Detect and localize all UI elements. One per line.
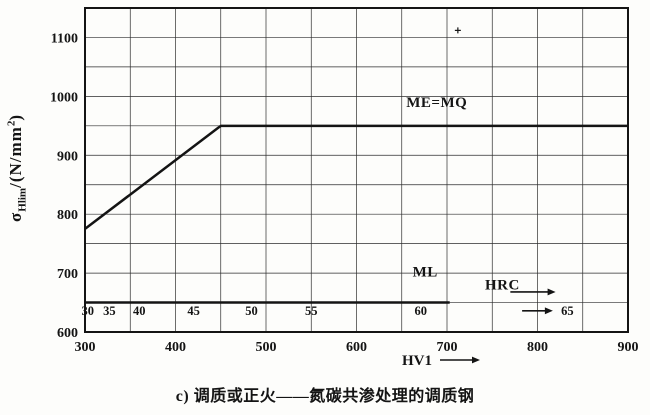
y-tick-label: 700 [57, 267, 78, 282]
x-tick-label: 300 [75, 340, 96, 355]
y-tick-label: 800 [57, 208, 78, 223]
ml-label: ML [413, 265, 438, 281]
hrc-value: 60 [415, 304, 428, 318]
chart-svg: 300 400 500 600 700 800 900 600 700 800 900 1000 110… [50, 7, 639, 369]
hrc-65-arrow-head [544, 307, 553, 315]
x-tick-label: 400 [165, 340, 186, 355]
hrc-label: HRC [485, 278, 520, 294]
hrc-value: 65 [561, 304, 574, 318]
y-axis-units: /(N/mm [6, 126, 26, 188]
y-axis-title: σHlim/(N/mm2) [5, 114, 28, 222]
y-tick-label: 900 [57, 149, 78, 164]
hrc-value: 30 [81, 304, 94, 318]
x-axis-arrow-head [472, 356, 480, 364]
x-tick-label: 500 [256, 340, 277, 355]
x-tick-label: 600 [346, 340, 367, 355]
hrc-value: 55 [305, 304, 318, 318]
y-tick-label: 1100 [51, 31, 78, 46]
x-axis-title: HV1 [402, 353, 432, 369]
hrc-value: 35 [103, 304, 116, 318]
y-axis-superscript: 2 [5, 120, 18, 127]
me-mq-line [84, 124, 628, 230]
y-tick-label: 600 [57, 326, 78, 341]
me-mq-label: ME=MQ [406, 95, 467, 111]
x-tick-label: 700 [437, 340, 458, 355]
hrc-direction-arrow-head [547, 288, 556, 296]
y-axis-units-close: ) [6, 114, 26, 121]
x-tick-label: 800 [527, 340, 548, 355]
y-axis-subscript: Hlim [16, 187, 29, 212]
hrc-value: 40 [133, 304, 146, 318]
hrc-value: 50 [245, 304, 258, 318]
y-tick-label: 1000 [50, 90, 78, 105]
x-tick-label: 900 [618, 340, 639, 355]
y-axis-symbol: σ [6, 211, 26, 222]
plot-border [84, 7, 629, 333]
hrc-value: 45 [187, 304, 200, 318]
figure-caption: c) 调质或正火——氮碳共渗处理的调质钢 [175, 388, 475, 405]
